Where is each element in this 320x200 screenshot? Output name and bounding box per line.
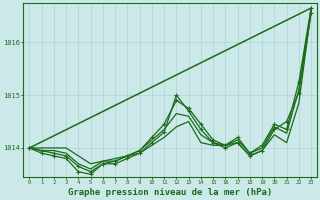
X-axis label: Graphe pression niveau de la mer (hPa): Graphe pression niveau de la mer (hPa) <box>68 188 272 197</box>
